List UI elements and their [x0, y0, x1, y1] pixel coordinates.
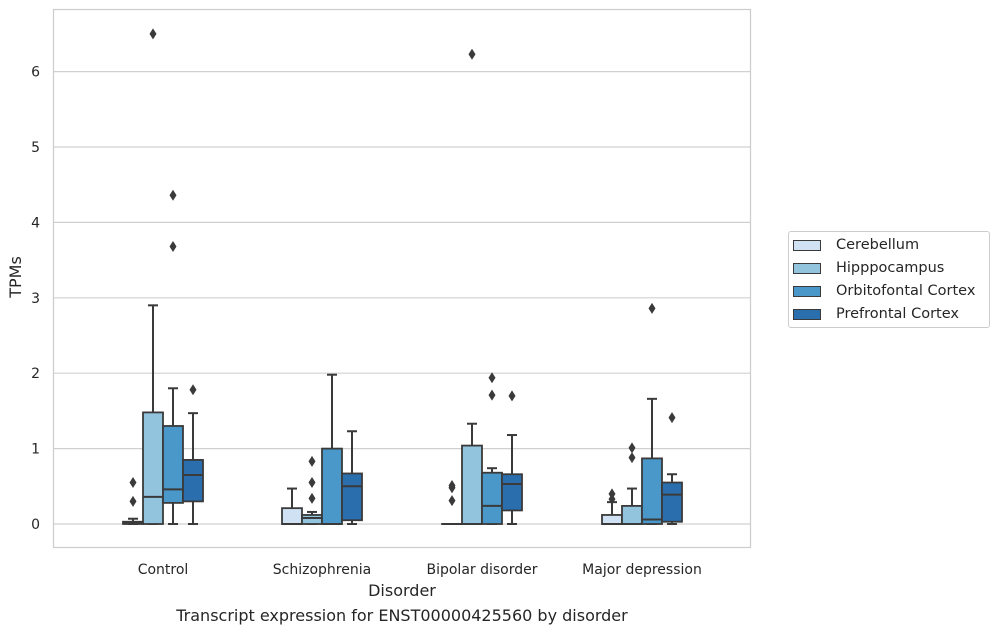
legend-label: Hipppocampus [836, 260, 945, 276]
box-prefrontal-cortex [341, 430, 363, 525]
x-tick-label: Bipolar disorder [426, 562, 537, 578]
outlier-marker [448, 495, 456, 507]
legend-item: Prefrontal Cortex [793, 304, 959, 324]
x-tick-label: Control [138, 562, 189, 578]
outlier-marker [468, 48, 476, 60]
box-prefrontal-cortex [182, 384, 204, 525]
box-hipppocampus [142, 28, 164, 525]
box-body [182, 459, 204, 503]
box-series [122, 28, 683, 525]
box-body [461, 444, 483, 525]
box-cerebellum [122, 477, 144, 525]
box-body [281, 507, 303, 525]
outlier-marker [668, 412, 676, 424]
outlier-marker [129, 477, 137, 489]
y-axis-title: TPMs [6, 256, 25, 299]
box-cerebellum [601, 488, 623, 525]
legend-label: Orbitofontal Cortex [836, 283, 976, 299]
legend-swatch [793, 262, 821, 274]
outlier-marker [608, 493, 616, 505]
box-body [641, 457, 663, 525]
outlier-marker [488, 389, 496, 401]
box-orbitofontal-cortex [641, 302, 663, 525]
y-tick-label: 4 [31, 215, 40, 231]
outlier-marker [628, 452, 636, 464]
y-tick-label: 3 [31, 291, 40, 307]
legend-swatch [793, 285, 821, 297]
box-cerebellum [441, 480, 463, 525]
outlier-marker [169, 241, 177, 253]
legend-swatch [793, 239, 821, 251]
x-tick-label: Major depression [582, 562, 702, 578]
outlier-marker [308, 492, 316, 504]
box-body [162, 425, 184, 504]
box-prefrontal-cortex [661, 412, 683, 525]
outlier-marker [129, 495, 137, 507]
outlier-marker [448, 482, 456, 494]
box-body [501, 473, 523, 512]
box-body [481, 471, 503, 525]
outlier-marker [508, 390, 516, 402]
legend-swatch [793, 308, 821, 320]
box-body [301, 514, 323, 525]
plot-frame [52, 8, 752, 549]
outlier-marker [169, 189, 177, 201]
outlier-marker [628, 442, 636, 454]
box-body [621, 505, 643, 525]
box-body [341, 472, 363, 522]
box-body [601, 514, 623, 525]
y-tick-label: 5 [31, 140, 40, 156]
outlier-marker [488, 372, 496, 384]
box-hipppocampus [301, 455, 323, 525]
y-tick-label: 6 [31, 65, 40, 81]
outlier-marker [308, 477, 316, 489]
y-tick-label: 0 [31, 517, 40, 533]
box-orbitofontal-cortex [162, 189, 184, 525]
legend: Cerebellum Hipppocampus Orbitofontal Corte… [788, 231, 990, 328]
box-orbitofontal-cortex [321, 373, 343, 525]
box-hipppocampus [461, 48, 483, 525]
box-body [661, 481, 683, 523]
legend-item: Orbitofontal Cortex [793, 281, 975, 301]
box-body [142, 411, 164, 525]
box-body [321, 447, 343, 525]
outlier-marker [189, 384, 197, 396]
y-tick-labels: 0 1 2 3 4 5 6 [31, 65, 40, 533]
y-tick-label: 1 [31, 442, 40, 458]
x-tick-labels: Control Schizophrenia Bipolar disorder Majo… [138, 562, 702, 578]
box-hipppocampus [621, 442, 643, 525]
y-tick-label: 2 [31, 366, 40, 382]
outlier-marker [149, 28, 157, 40]
box-prefrontal-cortex [501, 390, 523, 525]
chart-caption: Transcript expression for ENST0000042556… [176, 606, 628, 625]
outlier-marker [308, 455, 316, 467]
legend-label: Cerebellum [836, 237, 920, 253]
x-tick-label: Schizophrenia [273, 562, 371, 578]
box-cerebellum [281, 487, 303, 525]
legend-label: Prefrontal Cortex [836, 306, 959, 322]
legend-item: Hipppocampus [793, 258, 944, 278]
legend-item: Cerebellum [793, 235, 919, 255]
x-axis-title: Disorder [368, 581, 436, 600]
outlier-marker [648, 302, 656, 314]
